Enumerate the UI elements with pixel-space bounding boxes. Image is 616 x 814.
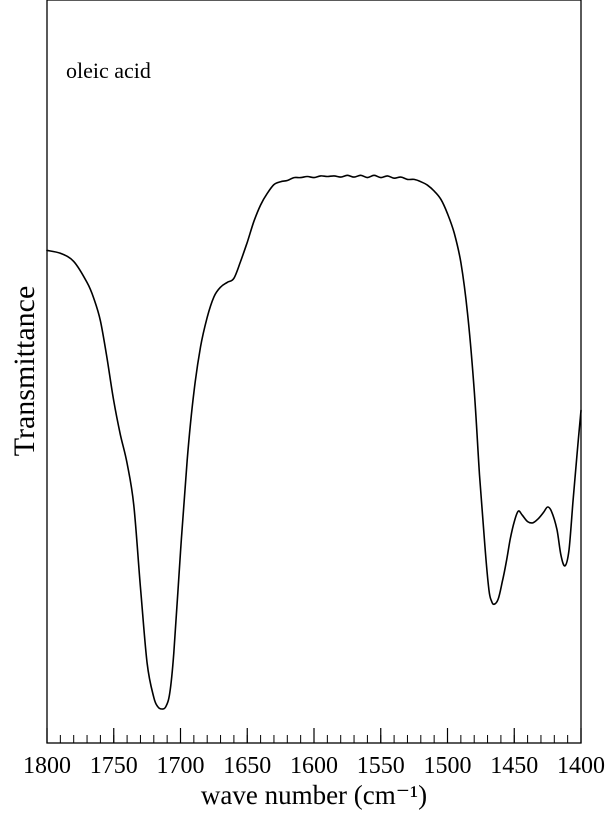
x-tick-label: 1650	[223, 753, 271, 779]
x-axis-label: wave number (cm⁻¹)	[201, 780, 427, 810]
x-tick-label: 1750	[90, 753, 138, 779]
x-tick-label: 1800	[23, 753, 71, 779]
plot-frame	[46, 0, 582, 744]
x-tick-label: 1700	[157, 753, 205, 779]
y-axis-label: Transmittance	[8, 286, 41, 457]
x-major-ticks	[46, 728, 582, 743]
sample-annotation: oleic acid	[66, 58, 151, 83]
spectrum-line	[46, 174, 582, 710]
x-tick-label: 1400	[557, 753, 605, 779]
x-tick-label: 1500	[424, 753, 472, 779]
x-tick-labels: 1800 1750 1700 1650 1600 1550 1500 1450 1400	[23, 753, 605, 779]
x-tick-label: 1450	[490, 753, 538, 779]
x-tick-label: 1550	[357, 753, 405, 779]
x-tick-label: 1600	[290, 753, 338, 779]
